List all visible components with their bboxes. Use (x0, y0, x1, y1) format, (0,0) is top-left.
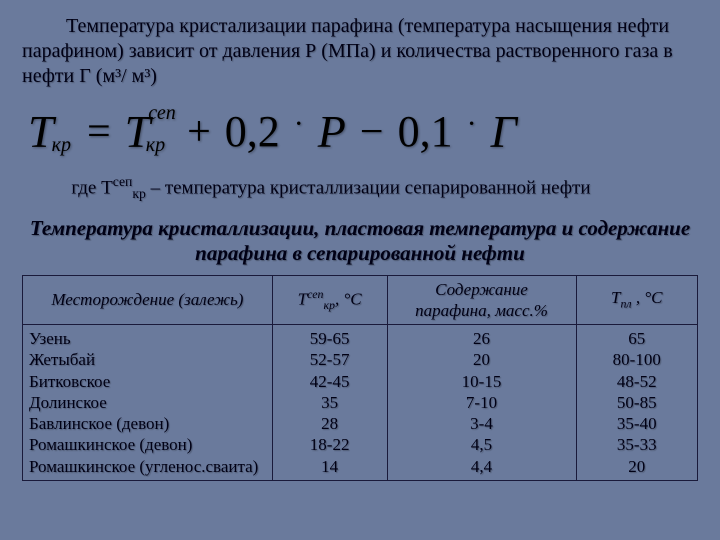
intro-paragraph: Температура кристализации парафина (темп… (22, 14, 698, 89)
cell-value: Ромашкинское (угленос.сваита) (29, 456, 264, 477)
cell-value: 26 (396, 328, 568, 349)
cell-value: 42-45 (281, 371, 379, 392)
formula-c1: 0,2 (225, 106, 280, 157)
cell-value: 18-22 (281, 434, 379, 455)
table-title: Температура кристаллизации, пластовая те… (22, 216, 698, 266)
cell-value: 65 (585, 328, 690, 349)
cell-value: Жетыбай (29, 349, 264, 370)
data-table: Месторождение (залежь) Тсепкр, °С Содерж… (22, 275, 698, 481)
cell-value: 3-4 (396, 413, 568, 434)
formula-lhs-T: T (28, 105, 54, 158)
formula-c2: 0,1 (398, 106, 453, 157)
equals-sign: = (83, 108, 115, 156)
th-tpl: Тпл , °С (576, 275, 698, 325)
where-rest: – температура кристаллизации сепарирован… (146, 177, 591, 198)
cell-value: Долинское (29, 392, 264, 413)
table-header-row: Месторождение (залежь) Тсепкр, °С Содерж… (23, 275, 698, 325)
where-sub: кр (132, 186, 145, 201)
table-row: УзеньЖетыбайБитковскоеДолинскоеБавлинско… (23, 325, 698, 481)
mult-dot-1: · (290, 107, 308, 141)
where-prefix: где Т (71, 177, 112, 198)
formula-lhs-sub: кр (52, 134, 71, 157)
cell-field: УзеньЖетыбайБитковскоеДолинскоеБавлинско… (23, 325, 273, 481)
formula-t1-sup: сеп (148, 102, 176, 125)
minus-sign: − (356, 108, 388, 156)
cell-value: 28 (281, 413, 379, 434)
cell-value: 7-10 (396, 392, 568, 413)
where-clause: где Тсепкр – температура кристаллизации … (22, 174, 698, 202)
cell-value: 4,4 (396, 456, 568, 477)
formula-t1-sub: кр (146, 134, 165, 157)
th-paraffin: Содержание парафина, масс.% (387, 275, 576, 325)
cell-value: 59-65 (281, 328, 379, 349)
cell-value: 4,5 (396, 434, 568, 455)
cell-value: Узень (29, 328, 264, 349)
cell-value: 52-57 (281, 349, 379, 370)
cell-tpl: 6580-10048-5250-8535-4035-3320 (576, 325, 698, 481)
cell-value: 48-52 (585, 371, 690, 392)
cell-value: 20 (396, 349, 568, 370)
cell-paraffin: 262010-157-103-44,54,4 (387, 325, 576, 481)
cell-tcr: 59-6552-5742-45352818-2214 (272, 325, 387, 481)
mult-dot-2: · (463, 107, 481, 141)
formula-P: P (318, 105, 346, 158)
where-sup: сеп (113, 174, 133, 189)
cell-value: Битковское (29, 371, 264, 392)
cell-value: 80-100 (585, 349, 690, 370)
cell-value: Бавлинское (девон) (29, 413, 264, 434)
th-field: Месторождение (залежь) (23, 275, 273, 325)
cell-value: 35 (281, 392, 379, 413)
cell-value: 35-33 (585, 434, 690, 455)
table-body: УзеньЖетыбайБитковскоеДолинскоеБавлинско… (23, 325, 698, 481)
cell-value: 14 (281, 456, 379, 477)
cell-value: 50-85 (585, 392, 690, 413)
main-formula: T кр = T сеп кр + 0,2 · P − 0,1 · Г (22, 99, 698, 166)
th-tcr: Тсепкр, °С (272, 275, 387, 325)
cell-value: 35-40 (585, 413, 690, 434)
cell-value: Ромашкинское (девон) (29, 434, 264, 455)
formula-G: Г (491, 105, 517, 158)
plus-sign: + (183, 108, 215, 156)
cell-value: 20 (585, 456, 690, 477)
cell-value: 10-15 (396, 371, 568, 392)
